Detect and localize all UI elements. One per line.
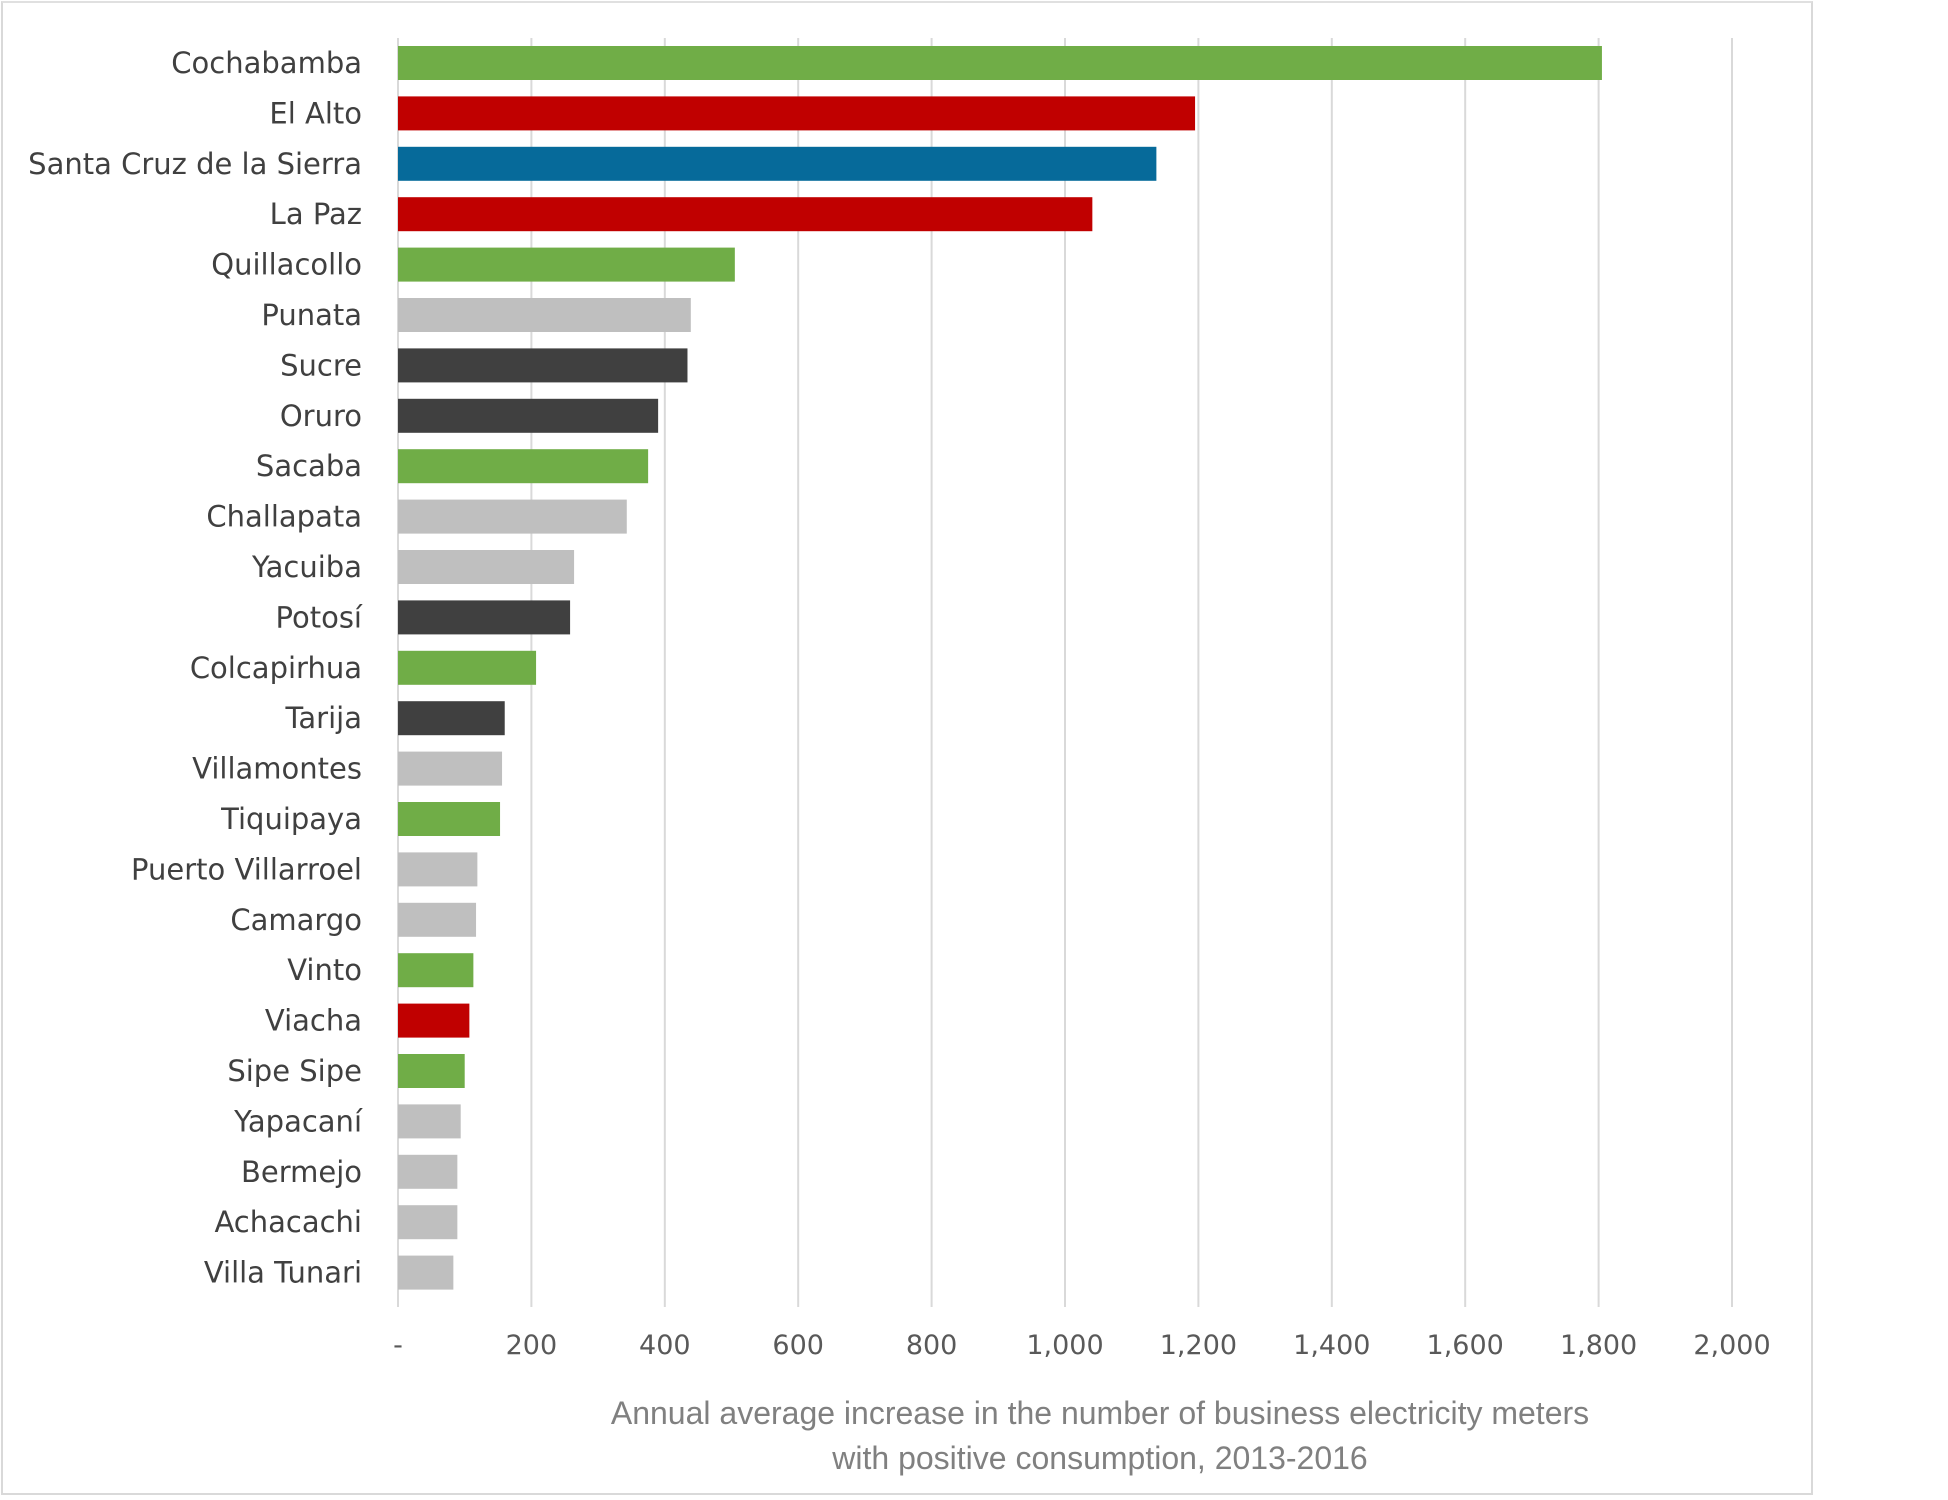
bar <box>398 1255 454 1290</box>
bar <box>398 1104 461 1139</box>
category-label: Sacaba <box>256 449 362 483</box>
bar <box>398 247 735 282</box>
x-axis-title-line-2: with positive consumption, 2013-2016 <box>831 1440 1367 1476</box>
category-label: Villa Tunari <box>204 1256 362 1290</box>
x-tick-label: 1,800 <box>1560 1330 1637 1361</box>
category-label: Viacha <box>265 1004 362 1038</box>
bar <box>398 751 503 786</box>
x-tick-label: 1,600 <box>1427 1330 1504 1361</box>
bar <box>398 298 691 332</box>
bar <box>398 449 649 484</box>
bar <box>398 398 659 433</box>
bar <box>398 1054 465 1088</box>
x-tick-label: 2,000 <box>1693 1330 1770 1361</box>
bar <box>398 701 505 736</box>
category-labels: Cochabamba El Alto Santa Cruz de la Sierra… <box>28 46 363 1290</box>
bar <box>398 550 575 584</box>
category-label: La Paz <box>270 197 362 231</box>
bar <box>398 46 1602 80</box>
gridlines <box>397 38 1733 1307</box>
bar <box>398 953 474 988</box>
bar <box>398 1003 470 1038</box>
x-tick-label: 600 <box>772 1330 824 1361</box>
bar <box>398 146 1157 181</box>
x-tick-label: 1,400 <box>1293 1330 1370 1361</box>
bar <box>398 902 477 937</box>
category-label: Tiquipaya <box>220 802 362 836</box>
category-label: Quillacollo <box>211 248 362 282</box>
category-label: El Alto <box>269 96 362 130</box>
bar <box>398 1205 458 1240</box>
x-tick-label: 400 <box>639 1330 691 1361</box>
chart-frame <box>1 1 1813 1495</box>
category-label: Camargo <box>230 903 362 937</box>
category-label: Punata <box>261 298 362 332</box>
bar <box>398 499 627 534</box>
x-tick-label: 1,000 <box>1026 1330 1103 1361</box>
bar <box>398 197 1093 232</box>
x-tick-label: 1,200 <box>1160 1330 1237 1361</box>
bars <box>398 46 1602 1290</box>
category-label: Cochabamba <box>171 46 362 80</box>
category-label: Challapata <box>206 500 362 534</box>
category-label: Potosí <box>276 600 363 634</box>
bar <box>398 348 688 383</box>
category-label: Villamontes <box>192 752 362 786</box>
x-axis-title-line-1: Annual average increase in the number of… <box>611 1395 1589 1431</box>
category-label: Sucre <box>280 348 362 382</box>
category-label: Colcapirhua <box>190 651 362 685</box>
category-label: Sipe Sipe <box>227 1054 362 1088</box>
category-label: Tarija <box>285 701 363 735</box>
bar <box>398 96 1196 131</box>
x-tick-label: 200 <box>506 1330 558 1361</box>
x-tick-label: 800 <box>906 1330 958 1361</box>
category-label: Puerto Villarroel <box>131 852 362 886</box>
category-label: Vinto <box>287 953 362 987</box>
category-label: Bermejo <box>241 1155 362 1189</box>
bar <box>398 1154 458 1189</box>
category-label: Achacachi <box>214 1205 362 1239</box>
category-label: Yacuiba <box>251 550 362 584</box>
x-tick-label: - <box>393 1330 403 1361</box>
x-tick-labels: - 200 400 600 800 1,000 1,200 1,400 1,600 1,800 2,… <box>393 1330 1771 1361</box>
category-label: Santa Cruz de la Sierra <box>28 147 362 181</box>
category-label: Oruro <box>280 399 362 433</box>
bar <box>398 600 571 635</box>
bar <box>398 852 478 887</box>
category-label: Yapacaní <box>233 1104 363 1138</box>
bar <box>398 802 501 836</box>
bar <box>398 650 537 685</box>
